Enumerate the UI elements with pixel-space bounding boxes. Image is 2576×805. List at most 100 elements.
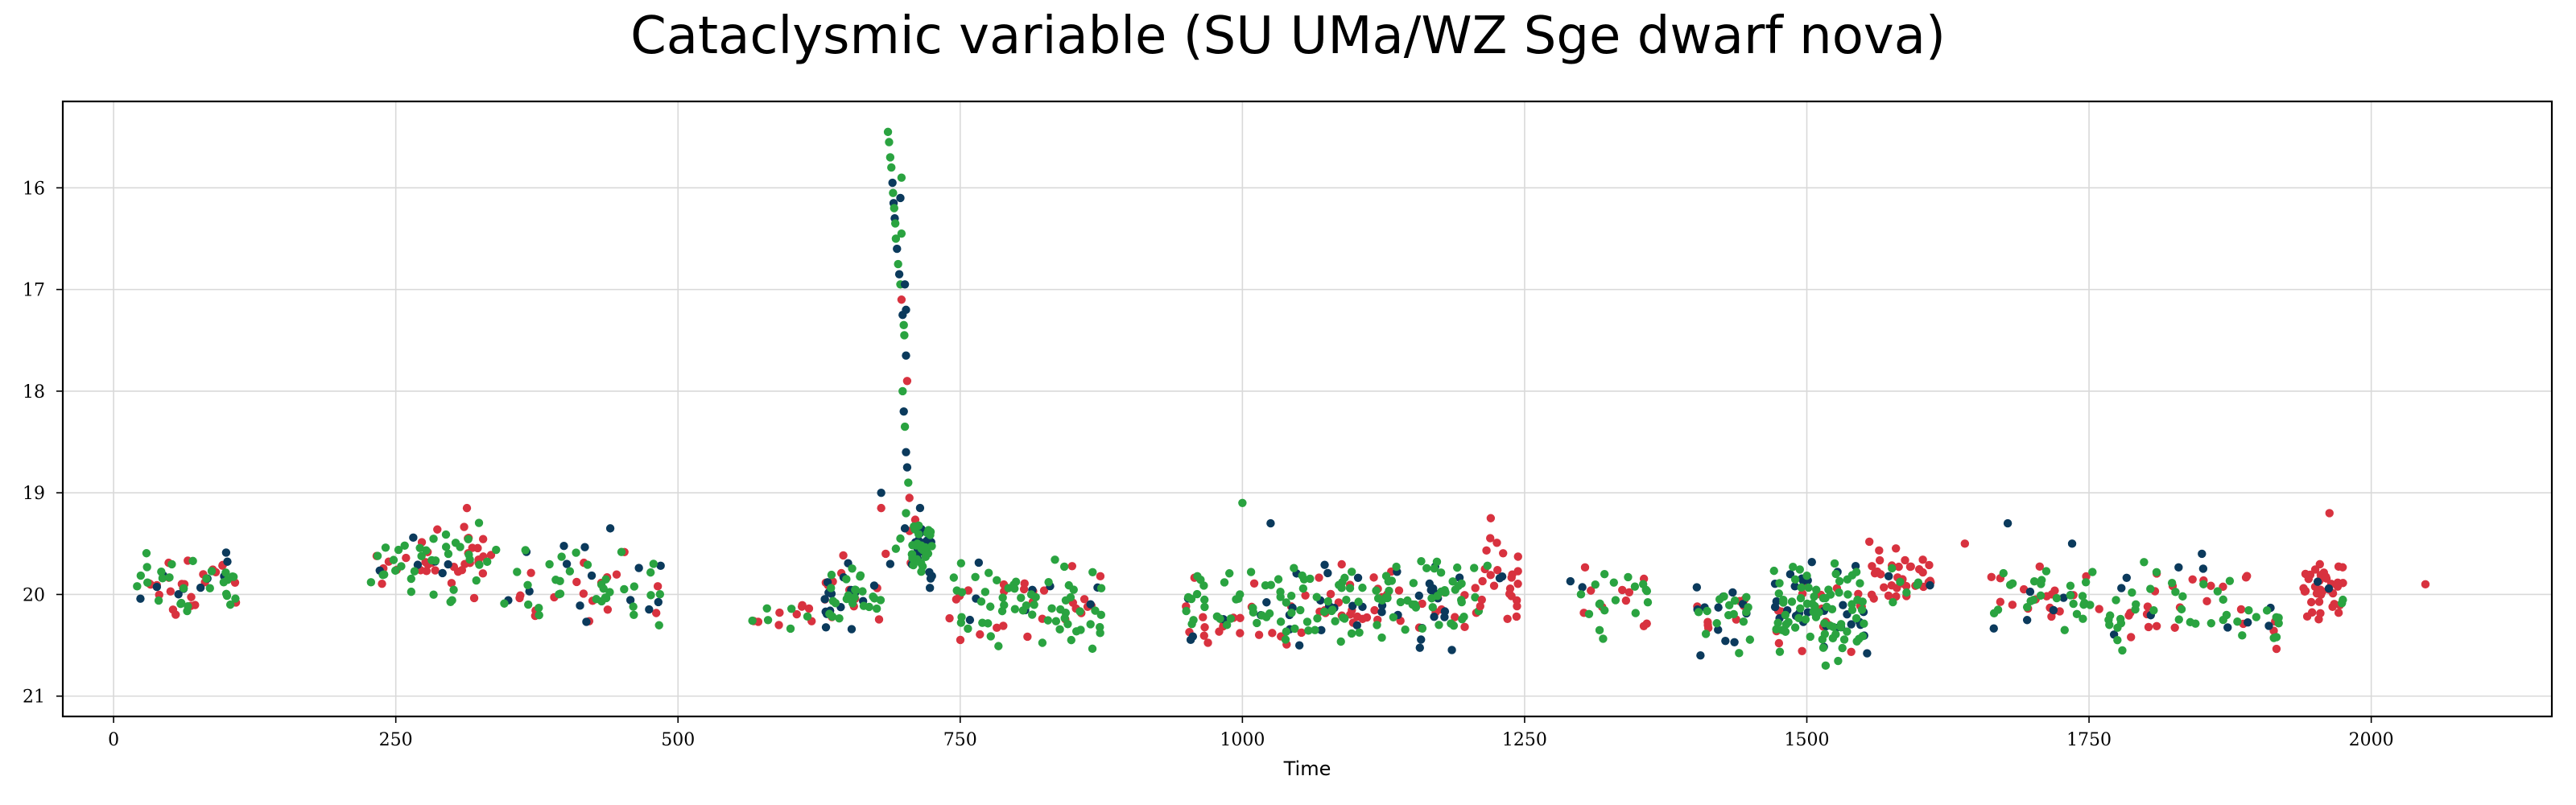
data-point [409, 533, 418, 543]
data-point [1478, 576, 1487, 586]
data-point [2124, 611, 2133, 620]
data-point [656, 561, 665, 571]
data-point [1694, 608, 1703, 617]
data-point [1340, 573, 1349, 583]
data-point [1059, 562, 1069, 572]
data-point [1834, 656, 1843, 666]
data-point [174, 590, 183, 599]
data-point [885, 138, 894, 147]
y-tick-label: 16 [23, 179, 45, 199]
data-point [956, 635, 965, 645]
data-point [629, 602, 638, 611]
data-point [2008, 579, 2017, 588]
y-tick-label: 18 [23, 382, 45, 402]
data-point [2019, 584, 2029, 594]
data-point [786, 605, 796, 613]
data-point [555, 589, 564, 599]
data-point [1236, 629, 1245, 638]
data-point [1513, 567, 1522, 576]
data-point [1888, 564, 1897, 573]
data-point [2421, 580, 2430, 589]
data-point [820, 595, 829, 604]
data-point [839, 551, 848, 560]
data-point [1730, 638, 1739, 646]
data-point [786, 624, 795, 634]
data-point [1512, 612, 1521, 621]
data-point [579, 589, 588, 598]
data-point [500, 599, 509, 608]
data-point [521, 546, 530, 555]
data-point [1894, 562, 1903, 572]
data-point [1200, 623, 1209, 632]
data-point [1790, 582, 1799, 591]
data-point [1086, 620, 1095, 629]
data-point [1435, 621, 1443, 630]
data-point [2149, 606, 2158, 615]
data-point [1430, 564, 1439, 573]
data-point [1440, 585, 1449, 595]
data-point [1010, 584, 1019, 593]
data-point [847, 625, 857, 634]
data-point [1430, 613, 1439, 621]
data-point [994, 642, 1003, 650]
data-point [876, 596, 886, 605]
data-point [1249, 579, 1259, 588]
data-point [1812, 585, 1821, 594]
data-point [993, 623, 1001, 633]
data-point [2213, 587, 2222, 596]
data-point [207, 567, 217, 576]
data-point [2300, 587, 2310, 597]
data-point [1044, 577, 1053, 587]
data-point [464, 535, 473, 543]
data-point [2118, 646, 2127, 655]
data-point [1294, 641, 1304, 650]
data-point [1022, 601, 1031, 610]
data-point [366, 578, 376, 587]
data-point [1507, 573, 1516, 582]
data-point [410, 567, 419, 576]
data-point [1796, 593, 1806, 603]
data-point [1926, 580, 1934, 590]
data-point [924, 526, 933, 535]
data-point [1913, 580, 1922, 589]
data-point [896, 534, 905, 543]
data-point [984, 619, 993, 628]
data-point [1918, 568, 1927, 577]
data-point [1355, 628, 1364, 638]
data-point [523, 600, 533, 609]
data-point [848, 599, 857, 608]
data-point [1847, 620, 1856, 629]
data-point [900, 331, 909, 340]
data-point [1624, 572, 1633, 582]
data-point [1996, 597, 2005, 606]
data-point [1296, 605, 1305, 615]
data-point [1203, 638, 1212, 647]
data-point [792, 609, 801, 619]
data-point [545, 559, 554, 569]
data-point [2244, 605, 2253, 615]
data-point [1236, 590, 1245, 599]
data-point [1847, 647, 1856, 656]
data-point [851, 585, 860, 594]
data-point [1492, 539, 1501, 547]
data-point [908, 554, 917, 563]
data-point [1394, 586, 1404, 595]
data-point [1428, 603, 1437, 612]
data-point [136, 594, 145, 603]
data-point [900, 422, 910, 431]
data-point [1287, 609, 1296, 617]
data-point [557, 552, 566, 561]
data-point [1020, 579, 1029, 588]
data-point [1489, 581, 1499, 590]
data-point [1286, 592, 1296, 601]
data-point [157, 568, 166, 576]
data-point [1385, 586, 1393, 596]
data-point [2067, 539, 2077, 548]
data-point [1222, 621, 1232, 630]
data-point [1320, 560, 1329, 569]
data-point [171, 610, 180, 619]
data-point [927, 542, 936, 551]
data-point [2066, 581, 2075, 590]
data-point [1839, 635, 1849, 644]
data-point [438, 568, 447, 578]
